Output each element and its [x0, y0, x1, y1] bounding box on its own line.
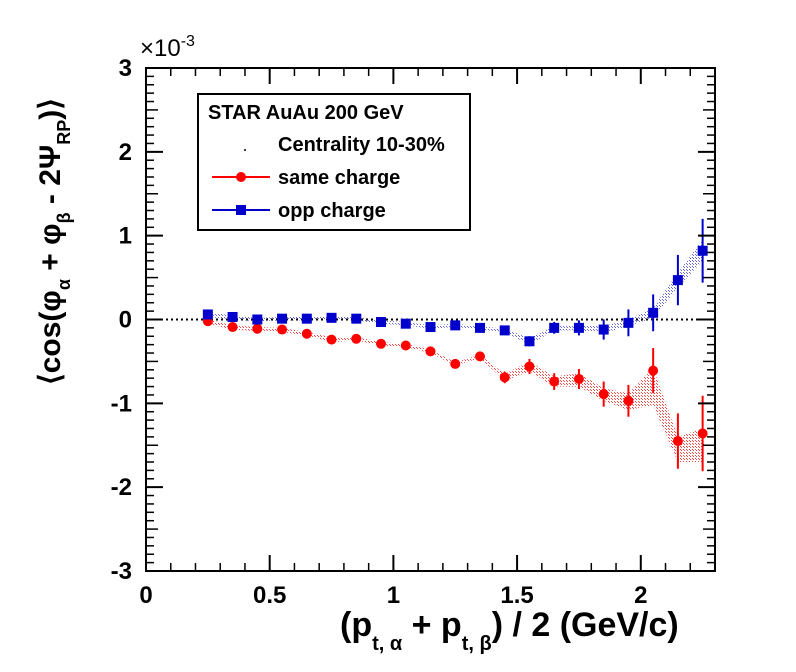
opp-charge-point: [474, 322, 485, 333]
same-charge-point: [326, 334, 337, 345]
same-charge-point: [227, 322, 238, 333]
x-tick-label: 0.5: [253, 582, 286, 609]
opp-charge-point: [524, 336, 535, 347]
y-tick-label: 0: [119, 307, 132, 334]
y-tick-label: 2: [119, 139, 132, 166]
same-charge-point: [425, 346, 436, 357]
legend-centrality: Centrality 10-30%: [278, 134, 445, 156]
x-tick-label: 0: [139, 582, 152, 609]
same-charge-point: [524, 361, 535, 372]
opp-charge-point: [326, 312, 337, 323]
same-charge-point: [474, 351, 485, 362]
same-charge-point: [549, 376, 560, 387]
opp-charge-point: [425, 322, 436, 333]
opp-charge-point: [648, 307, 659, 318]
opp-charge-point: [450, 320, 461, 331]
x-tick-label: 1: [387, 582, 400, 609]
same-charge-point: [697, 428, 708, 439]
same-charge-point: [499, 372, 510, 383]
legend-same-charge-marker: [236, 172, 246, 182]
y-exponent-label: ×10-3: [140, 33, 195, 62]
same-charge-point: [351, 333, 362, 344]
data-markers: [202, 245, 708, 447]
opp-charge-point: [252, 314, 263, 325]
x-tick-label: 1.5: [500, 582, 533, 609]
same-charge-point: [252, 323, 263, 334]
same-charge-point: [376, 338, 387, 349]
opp-charge-point: [499, 325, 510, 336]
same-charge-point: [623, 395, 634, 406]
same-charge-point: [277, 324, 288, 335]
opp-charge-point: [573, 322, 584, 333]
same-charge-point: [648, 365, 659, 376]
same-charge-point: [598, 389, 609, 400]
opp-charge-point: [301, 313, 312, 324]
y-tick-label: 3: [119, 55, 132, 82]
opp-charge-point: [376, 317, 387, 328]
opp-charge-point: [672, 275, 683, 286]
same-charge-point: [301, 328, 312, 339]
x-axis-title: (pt, α + pt, β) / 2 (GeV/c): [340, 606, 679, 655]
tick-labels: 0 0.5 1 1.5 2 -3 -2 -1 0 1 2 3: [111, 55, 648, 609]
legend: STAR AuAu 200 GeV Centrality 10-30% same…: [197, 93, 471, 231]
opp-charge-point: [202, 309, 213, 320]
opp-charge-point: [697, 245, 708, 256]
y-axis-title: ⟨cos(φα + φβ - 2ΨRP)⟩: [34, 98, 74, 385]
opp-charge-point: [351, 313, 362, 324]
opp-charge-point: [598, 324, 609, 335]
y-tick-label: 1: [119, 223, 132, 250]
legend-centrality-marker: [244, 149, 246, 151]
opp-charge-point: [400, 318, 411, 329]
same-charge-point: [672, 436, 683, 447]
same-charge-point: [400, 340, 411, 351]
y-tick-label: -3: [111, 558, 132, 585]
legend-header: STAR AuAu 200 GeV: [208, 102, 404, 124]
same-charge-point: [573, 374, 584, 385]
axis-ticks: [145, 67, 716, 572]
y-tick-label: -1: [111, 390, 132, 417]
opp-charge-point: [549, 322, 560, 333]
x-tick-label: 2: [634, 582, 647, 609]
opp-charge-point: [277, 313, 288, 324]
opp-charge-point: [227, 311, 238, 322]
y-tick-label: -2: [111, 474, 132, 501]
legend-same-charge-label: same charge: [278, 167, 400, 189]
opp-charge-point: [623, 317, 634, 328]
legend-opp-charge-label: opp charge: [278, 200, 386, 222]
same-charge-point: [450, 358, 461, 369]
legend-opp-charge-marker: [236, 205, 246, 215]
